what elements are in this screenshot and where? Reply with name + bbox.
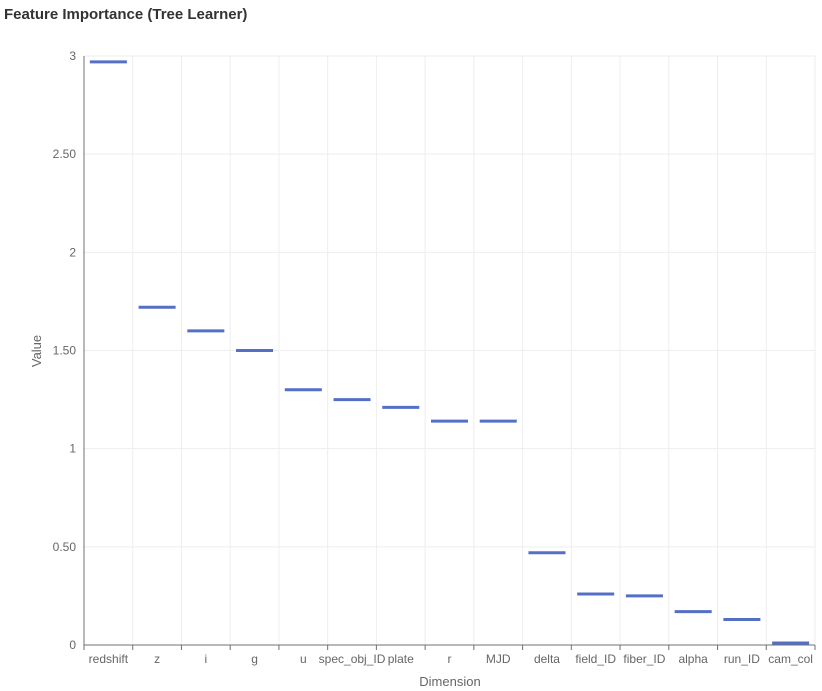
x-tick-label: field_ID xyxy=(575,652,616,666)
x-tick-label: g xyxy=(251,652,258,666)
axes: 0 0.50 1 1.50 2 2.50 3 redshift z i g u spec_obj_ID p… xyxy=(53,49,816,666)
x-tick-label: run_ID xyxy=(724,652,760,666)
x-tick-label: u xyxy=(300,652,307,666)
y-tick-label: 0.50 xyxy=(53,540,77,554)
x-axis-title: Dimension xyxy=(419,674,480,689)
y-tick-label: 3 xyxy=(69,49,76,63)
y-tick-label: 2.50 xyxy=(53,147,77,161)
y-axis-title: Value xyxy=(29,335,44,367)
x-tick-label: redshift xyxy=(89,652,129,666)
x-tick-label: delta xyxy=(534,652,560,666)
x-tick-label: MJD xyxy=(486,652,511,666)
x-tick-label: alpha xyxy=(678,652,708,666)
data-marks xyxy=(89,60,810,645)
x-tick-label: i xyxy=(204,652,207,666)
grid xyxy=(83,55,816,645)
x-tick-label: spec_obj_ID xyxy=(319,652,386,666)
y-tick-label: 1.50 xyxy=(53,344,77,358)
x-tick-label: z xyxy=(154,652,160,666)
y-tick-label: 2 xyxy=(69,245,76,259)
chart-title: Feature Importance (Tree Learner) xyxy=(4,6,248,23)
x-tick-label: cam_col xyxy=(768,652,813,666)
x-tick-label: r xyxy=(448,652,452,666)
x-tick-label: plate xyxy=(388,652,414,666)
x-tick-label: fiber_ID xyxy=(623,652,665,666)
y-tick-label: 0 xyxy=(69,638,76,652)
y-tick-label: 1 xyxy=(69,442,76,456)
